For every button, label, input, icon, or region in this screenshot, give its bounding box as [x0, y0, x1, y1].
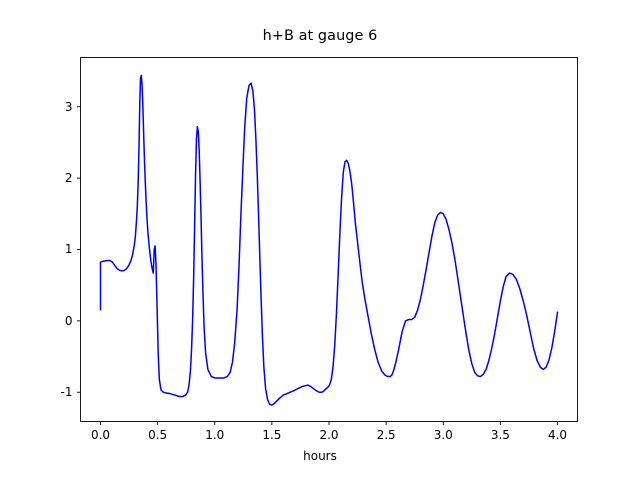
plot-frame — [80, 57, 578, 422]
x-axis-label: hours — [303, 449, 337, 463]
chart-title: h+B at gauge 6 — [262, 28, 378, 44]
data-line-group — [99, 74, 559, 406]
x-tick-label: 4.0 — [547, 427, 568, 442]
x-tick-label: 3.0 — [433, 427, 453, 442]
x-tick-label: 0.0 — [90, 427, 111, 442]
y-tick-label: 3 — [64, 99, 73, 114]
x-tick-label: 2.5 — [376, 427, 396, 442]
x-tick-label: 3.5 — [490, 427, 510, 442]
x-tick-label: 1.0 — [205, 427, 225, 442]
x-tick-label: 0.5 — [148, 427, 168, 442]
y-tick-label: 0 — [64, 313, 73, 328]
data-line-h-plus-b — [99, 74, 559, 406]
x-tick-marks — [100, 421, 558, 425]
y-tick-marks — [77, 106, 81, 393]
axes-frame — [80, 57, 578, 422]
y-tick-label: 2 — [64, 171, 73, 186]
x-tick-label: 1.5 — [262, 427, 282, 442]
y-tick-label: 1 — [64, 242, 73, 257]
y-tick-label: -1 — [60, 385, 73, 400]
x-tick-label: 2.0 — [319, 427, 339, 442]
